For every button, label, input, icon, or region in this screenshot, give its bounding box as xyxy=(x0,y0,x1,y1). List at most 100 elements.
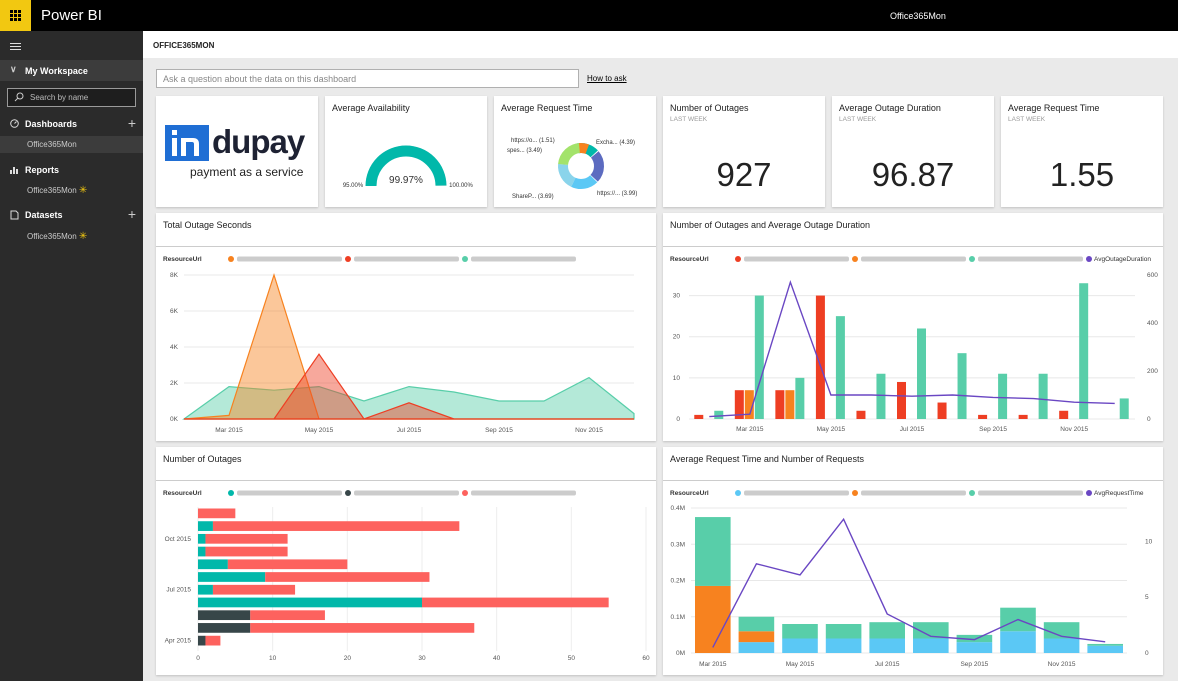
x-tick-label: Mar 2015 xyxy=(736,426,764,433)
bar xyxy=(1087,645,1123,653)
legend-marker xyxy=(852,490,858,496)
qa-input[interactable]: Ask a question about the data on this da… xyxy=(156,69,579,88)
x-tick-label: Nov 2015 xyxy=(575,427,603,434)
bar xyxy=(198,635,206,646)
x-tick-label: Mar 2015 xyxy=(699,661,727,668)
sidebar: ∨ My Workspace Search by name Dashboards… xyxy=(0,31,143,681)
bar xyxy=(738,616,775,632)
dashboards-header[interactable]: Dashboards + xyxy=(0,115,143,134)
sidebar-item-dashboard[interactable]: Office365Mon xyxy=(0,136,143,153)
availability-tile[interactable]: Average Availability 99.97% 95.00% 100.0… xyxy=(325,96,487,207)
bar xyxy=(825,624,862,639)
search-input[interactable]: Search by name xyxy=(7,88,136,107)
logo-tagline: payment as a service xyxy=(190,165,304,179)
y2-tick-label: 400 xyxy=(1147,320,1158,327)
datasets-header[interactable]: Datasets + xyxy=(0,206,143,225)
area-series xyxy=(182,376,635,420)
bar xyxy=(825,638,862,653)
chevron-down-icon: ∨ xyxy=(10,64,17,74)
bar xyxy=(913,638,949,653)
sidebar-item-dataset[interactable]: Office365Mon ✳ xyxy=(0,227,143,244)
kpi-value: 927 xyxy=(716,156,772,193)
legend-label-redacted xyxy=(744,256,849,262)
legend-label-redacted xyxy=(237,256,342,262)
bar xyxy=(205,546,288,557)
bar xyxy=(917,328,926,419)
sidebar-item-report[interactable]: Office365Mon ✳ xyxy=(0,181,143,198)
outage-duration-kpi-tile[interactable]: Average Outage Duration LAST WEEK 96.87 xyxy=(832,96,994,207)
gauge-chart: 99.97% 95.00% 100.00% xyxy=(343,145,474,189)
bar xyxy=(695,585,731,653)
legend-label-redacted xyxy=(978,256,1083,262)
y-tick-label: 0M xyxy=(676,650,685,657)
bar xyxy=(734,390,744,419)
bar xyxy=(744,390,754,419)
bar xyxy=(754,295,764,419)
legend-marker xyxy=(1086,256,1092,262)
bar xyxy=(1087,643,1123,646)
bar xyxy=(785,390,795,419)
y2-tick-label: 600 xyxy=(1147,272,1158,279)
app-title[interactable]: Power BI xyxy=(41,7,102,24)
bar xyxy=(978,414,988,419)
bar xyxy=(1059,410,1069,419)
donut-label: https://... (3.99) xyxy=(597,191,637,197)
legend-title: ResourceUrl xyxy=(163,490,202,497)
app-launcher-button[interactable] xyxy=(0,0,31,31)
y2-tick-label: 0 xyxy=(1147,416,1151,423)
bar xyxy=(250,610,325,621)
y-tick-label: 4K xyxy=(170,344,179,351)
bar xyxy=(815,295,825,419)
divider xyxy=(663,480,1163,481)
donut-label: ShareP... (3.69) xyxy=(512,194,554,200)
y-tick-label: 8K xyxy=(170,272,179,279)
bar xyxy=(956,634,993,643)
legend-label-redacted xyxy=(861,490,966,496)
bar xyxy=(782,638,818,653)
legend-title: ResourceUrl xyxy=(163,256,202,263)
reports-label: Reports xyxy=(25,165,60,175)
logo-tile[interactable]: dupay payment as a service xyxy=(156,96,318,207)
x-tick-label: Sep 2015 xyxy=(979,426,1007,433)
legend-marker xyxy=(969,256,975,262)
reports-header[interactable]: Reports xyxy=(0,162,143,180)
add-dashboard-icon[interactable]: + xyxy=(127,115,136,131)
x-tick-label: 10 xyxy=(269,655,277,662)
bar xyxy=(998,373,1008,419)
bar xyxy=(913,622,949,639)
how-to-ask-link[interactable]: How to ask xyxy=(587,74,627,83)
outages-kpi-tile[interactable]: Number of Outages LAST WEEK 927 xyxy=(663,96,825,207)
y2-tick-label: 10 xyxy=(1145,538,1153,545)
bar xyxy=(198,610,251,621)
x-tick-label: Sep 2015 xyxy=(960,661,988,668)
area-series xyxy=(184,353,634,420)
tile-title: Average Request Time xyxy=(501,103,593,113)
request-time-requests-tile[interactable]: Average Request Time and Number of Reque… xyxy=(663,447,1163,675)
area-chart: 0K 2K 4K 6K 8K Mar 2015 May 2015 Jul 2015 Sep 20… xyxy=(163,256,635,434)
outages-bar-tile[interactable]: Number of Outages 0 10 20 30 40 50 60 Oct 2015 J… xyxy=(156,447,656,675)
bar xyxy=(835,316,845,419)
hamburger-icon[interactable] xyxy=(10,43,21,52)
x-tick-label: 60 xyxy=(642,655,650,662)
workspace-selector[interactable]: ∨ My Workspace xyxy=(0,60,143,81)
legend-label: AvgOutageDuration xyxy=(1094,256,1151,263)
logo-word: dupay xyxy=(212,123,305,160)
bar xyxy=(1043,622,1080,639)
y-tick-label: 0.3M xyxy=(671,541,685,548)
bar xyxy=(738,631,775,643)
outage-seconds-tile[interactable]: Total Outage Seconds 0K 2K 4K 6K 8K Mar 2015 M… xyxy=(156,213,656,441)
bar xyxy=(937,402,947,419)
bar xyxy=(198,546,206,557)
workspace-label: My Workspace xyxy=(25,66,88,76)
request-time-donut-tile[interactable]: Average Request Time https://o... (1.51)… xyxy=(494,96,656,207)
legend-label-redacted xyxy=(471,256,576,262)
outages-duration-tile[interactable]: Number of Outages and Average Outage Dur… xyxy=(663,213,1163,441)
y2-tick-label: 0 xyxy=(1145,650,1149,657)
legend-label-redacted xyxy=(744,490,849,496)
y2-tick-label: 200 xyxy=(1147,368,1158,375)
dashboard-title: OFFICE365MON xyxy=(143,31,1178,58)
y-tick-label: 0.2M xyxy=(671,578,685,585)
bar xyxy=(1079,283,1089,419)
request-time-kpi-tile[interactable]: Average Request Time LAST WEEK 1.55 xyxy=(1001,96,1163,207)
add-dataset-icon[interactable]: + xyxy=(127,206,136,222)
